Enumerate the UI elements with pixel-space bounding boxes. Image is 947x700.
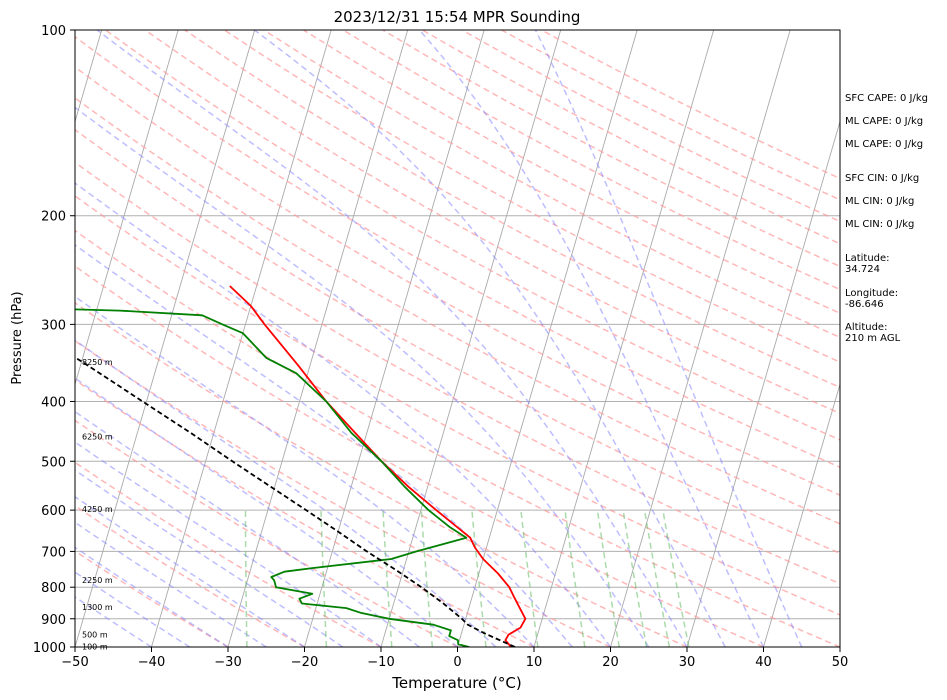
isotherm-line <box>457 30 638 647</box>
isotherm-line <box>610 30 791 647</box>
background-lines <box>75 30 840 647</box>
x-tick-label: 10 <box>526 655 543 670</box>
y-tick-label: 200 <box>41 210 66 225</box>
moist-adiabat-line <box>96 30 688 647</box>
dry-adiabat-line <box>342 30 840 291</box>
isotherm-line <box>227 30 409 647</box>
dry-adiabat-line <box>75 301 688 647</box>
moist-adiabat-line <box>75 546 229 647</box>
dry-adiabat-line <box>223 30 840 363</box>
sfc-cape-text: SFC CAPE: 0 J/kg <box>845 93 928 104</box>
longitude-text: Longitude: -86.646 <box>845 288 899 310</box>
axes: −50 −40 −30 −20 −10 0 10 20 30 40 50 1000 900 800 700 6… <box>33 24 848 670</box>
x-tick-label: −40 <box>138 655 165 670</box>
isotherm-line <box>304 30 485 647</box>
dry-adiabat-line <box>75 161 840 585</box>
x-tick-label: −50 <box>61 655 88 670</box>
moist-adiabat-line <box>75 521 267 647</box>
y-tick-label: 600 <box>41 504 66 519</box>
mixing-ratio-line <box>662 509 690 647</box>
moist-adiabat-line <box>418 30 765 647</box>
ml-cin-text: ML CIN: 0 J/kg <box>845 196 915 207</box>
moist-adiabat-line <box>75 295 535 647</box>
y-tick-label: 800 <box>41 581 66 596</box>
dry-adiabat-line <box>75 339 611 647</box>
x-tick-label: 40 <box>755 655 772 670</box>
moist-adiabat-line <box>75 571 191 647</box>
dry-adiabat-line <box>104 30 840 441</box>
dry-adiabat-line <box>75 128 840 555</box>
isotherm-line <box>763 382 840 647</box>
mixing-ratio-line <box>520 510 539 647</box>
height-label: 6250 m <box>82 433 113 442</box>
isotherm-line <box>380 30 562 647</box>
moist-adiabat-line <box>75 495 305 647</box>
height-label: 1300 m <box>82 603 113 612</box>
chart-title: 2023/12/31 15:54 MPR Sounding <box>334 8 581 26</box>
mixing-ratio-line <box>643 509 671 647</box>
moist-adiabat-line <box>75 182 612 647</box>
ml-cape-text-2: ML CAPE: 0 J/kg <box>845 139 924 150</box>
y-tick-label: 1000 <box>33 641 66 656</box>
x-axis-label: Temperature (°C) <box>391 674 521 692</box>
latitude-text: Latitude: 34.724 <box>845 253 890 275</box>
dry-adiabat-line <box>75 66 840 496</box>
mixing-ratio-line <box>596 509 621 647</box>
height-label: 4250 m <box>82 505 113 514</box>
height-label: 8250 m <box>82 358 113 367</box>
x-tick-label: −20 <box>291 655 318 670</box>
moist-adiabat-line <box>75 377 458 647</box>
x-tick-label: 20 <box>602 655 619 670</box>
x-tick-label: 0 <box>453 655 461 670</box>
y-tick-label: 400 <box>41 395 66 410</box>
mixing-ratio-line <box>564 509 586 647</box>
dry-adiabat-line <box>75 461 382 647</box>
x-tick-label: 50 <box>832 655 849 670</box>
dry-adiabat-line <box>75 265 764 647</box>
moist-adiabat-line <box>75 410 420 647</box>
isotherm-line <box>686 119 840 647</box>
dry-adiabat-line <box>75 35 840 469</box>
dry-adiabat-line <box>75 550 229 647</box>
moist-adiabat-line <box>75 106 650 647</box>
moist-adiabat-line <box>254 30 726 647</box>
moist-adiabat-line <box>75 469 344 647</box>
moist-adiabat-line <box>534 30 803 647</box>
series-line-0 <box>229 285 527 647</box>
series-line-1 <box>75 308 470 647</box>
x-tick-label: 30 <box>679 655 696 670</box>
data-lines <box>75 285 527 647</box>
mixing-ratio-line <box>420 510 434 647</box>
isotherm-line <box>75 30 256 647</box>
ml-cin-text-2: ML CIN: 0 J/kg <box>845 219 915 230</box>
height-label: 2250 m <box>82 576 113 585</box>
dry-adiabat-line <box>75 419 458 647</box>
dry-adiabat-line <box>263 30 840 339</box>
ml-cape-text: ML CAPE: 0 J/kg <box>845 116 924 127</box>
isotherm-line <box>75 30 179 386</box>
x-tick-label: −30 <box>214 655 241 670</box>
y-tick-label: 700 <box>41 545 66 560</box>
altitude-text: Altitude: 210 m AGL <box>845 322 901 344</box>
y-tick-label: 300 <box>41 318 66 333</box>
y-axis-label: Pressure (hPa) <box>10 291 25 384</box>
dry-adiabat-line <box>75 195 840 616</box>
x-tick-label: −10 <box>367 655 394 670</box>
height-label: 500 m <box>82 631 108 640</box>
moist-adiabat-line <box>75 244 573 647</box>
dry-adiabat-line <box>75 97 840 525</box>
moist-adiabat-line <box>75 339 497 647</box>
series-line-2 <box>75 356 516 647</box>
y-tick-label: 100 <box>41 24 66 39</box>
y-tick-label: 900 <box>41 613 66 628</box>
mixing-ratio-line <box>471 510 487 647</box>
dry-adiabat-line <box>75 229 840 647</box>
y-tick-label: 500 <box>41 455 66 470</box>
dry-adiabat-line <box>144 30 840 415</box>
mixing-ratio-line <box>622 509 648 647</box>
sfc-cin-text: SFC CIN: 0 J/kg <box>845 173 920 184</box>
dry-adiabat-line <box>75 378 535 647</box>
